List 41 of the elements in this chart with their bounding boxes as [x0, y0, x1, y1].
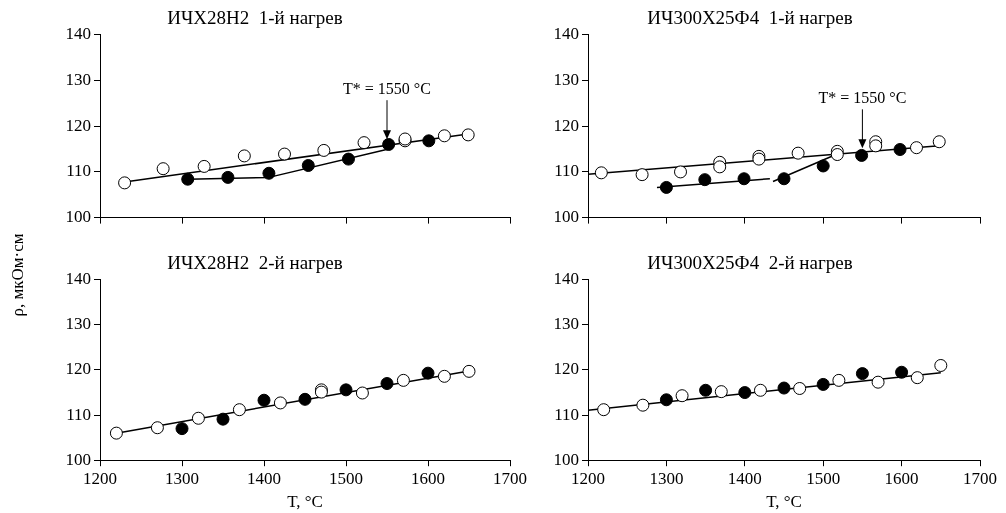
x-tick-label: 1600: [411, 468, 445, 488]
x-tick-label: 1400: [727, 468, 762, 488]
x-tick-label: 1200: [83, 468, 117, 488]
y-tick-label: 120: [65, 359, 91, 379]
y-tick-label: 140: [553, 269, 579, 289]
x-axis-title: T, °C: [287, 492, 323, 512]
x-tick-label: 1600: [884, 468, 919, 488]
x-axis-title: T, °C: [766, 492, 802, 512]
chart-title: ИЧХ28Н2 2-й нагрев: [167, 252, 343, 274]
x-tick-label: 1700: [963, 468, 997, 488]
y-tick-label: 130: [65, 69, 91, 89]
y-tick-label: 100: [553, 449, 579, 469]
y-tick-label: 140: [65, 269, 91, 289]
x-tick-label: 1500: [806, 468, 841, 488]
y-tick-label: 100: [65, 207, 91, 227]
y-tick-label: 110: [554, 161, 579, 181]
y-tick-label: 130: [553, 314, 579, 334]
x-tick-label: 1300: [165, 468, 199, 488]
annotation: T* = 1550 °C: [343, 80, 431, 98]
annotation: T* = 1550 °C: [818, 89, 907, 107]
y-tick-label: 100: [553, 207, 579, 227]
y-tick-label: 100: [65, 449, 91, 469]
x-tick-label: 1700: [493, 468, 527, 488]
y-tick-label: 140: [65, 24, 91, 44]
y-tick-label: 140: [553, 24, 579, 44]
chart-title: ИЧХ28Н2 1-й нагрев: [167, 7, 343, 29]
x-tick-label: 1400: [247, 468, 281, 488]
y-tick-label: 110: [66, 161, 91, 181]
y-tick-label: 130: [553, 69, 579, 89]
chart-title: ИЧ300Х25Ф4 1-й нагрев: [647, 7, 853, 29]
y-tick-label: 120: [553, 359, 579, 379]
y-tick-label: 120: [553, 115, 579, 135]
y-tick-label: 110: [66, 404, 91, 424]
x-tick-label: 1500: [329, 468, 363, 488]
x-tick-label: 1300: [649, 468, 684, 488]
y-tick-label: 130: [65, 314, 91, 334]
y-axis-title: ρ, мкОм·см: [8, 233, 28, 317]
y-tick-label: 110: [554, 404, 579, 424]
x-tick-label: 1200: [571, 468, 605, 488]
chart-title: ИЧ300Х25Ф4 2-й нагрев: [647, 252, 853, 274]
y-tick-label: 120: [65, 115, 91, 135]
